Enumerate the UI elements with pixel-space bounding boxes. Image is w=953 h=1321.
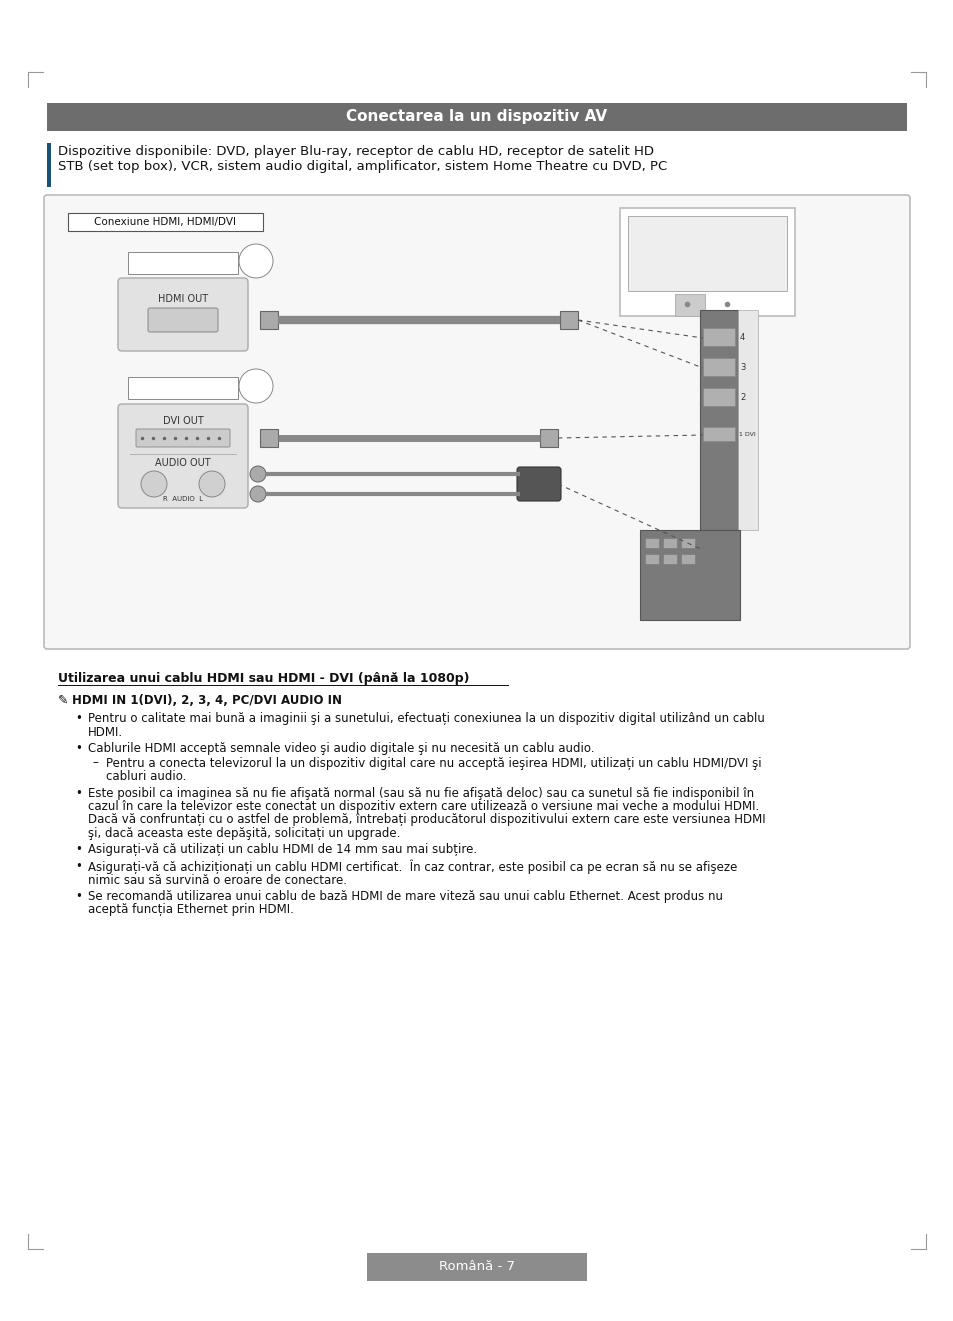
Text: Română - 7: Română - 7	[438, 1260, 515, 1273]
Text: 2: 2	[740, 394, 744, 403]
Text: •: •	[75, 742, 82, 756]
Bar	[627, 217, 786, 291]
Circle shape	[239, 369, 273, 403]
Text: AUDIO OUT: AUDIO OUT	[155, 458, 211, 468]
Text: aceptă funcția Ethernet prin HDMI.: aceptă funcția Ethernet prin HDMI.	[88, 904, 294, 917]
Bar	[644, 538, 659, 548]
FancyBboxPatch shape	[118, 404, 248, 509]
Text: HDMI.: HDMI.	[88, 725, 123, 738]
Text: Asigurați-vă că utilizați un cablu HDMI de 14 mm sau mai subțire.: Asigurați-vă că utilizați un cablu HDMI …	[88, 844, 476, 856]
Text: •: •	[75, 786, 82, 799]
Text: Pentru o calitate mai bună a imaginii şi a sunetului, efectuați conexiunea la un: Pentru o calitate mai bună a imaginii şi…	[88, 712, 764, 725]
Bar	[675, 295, 704, 316]
Text: şi, dacă aceasta este depăşită, solicitați un upgrade.: şi, dacă aceasta este depăşită, solicita…	[88, 827, 400, 840]
Text: Dacă vă confruntați cu o astfel de problemă, întrebați producătorul dispozitivul: Dacă vă confruntați cu o astfel de probl…	[88, 814, 765, 827]
Bar	[662, 538, 677, 548]
Bar	[702, 358, 734, 376]
Text: 3: 3	[740, 363, 744, 373]
Bar	[539, 429, 558, 446]
Text: Conexiune HDMI, HDMI/DVI: Conexiune HDMI, HDMI/DVI	[94, 217, 236, 227]
FancyBboxPatch shape	[136, 429, 230, 446]
Bar	[662, 553, 677, 564]
Text: Conectarea la un dispozitiv AV: Conectarea la un dispozitiv AV	[346, 110, 607, 124]
Circle shape	[239, 244, 273, 277]
Bar	[680, 538, 695, 548]
Text: Asigurați-vă că achiziționați un cablu HDMI certificat.  În caz contrar, este po: Asigurați-vă că achiziționați un cablu H…	[88, 860, 737, 875]
Text: nimic sau să survină o eroare de conectare.: nimic sau să survină o eroare de conecta…	[88, 873, 347, 886]
Text: HDMI OUT: HDMI OUT	[158, 295, 208, 304]
Circle shape	[250, 466, 266, 482]
Text: HDMI IN 1(DVI), 2, 3, 4, PC/DVI AUDIO IN: HDMI IN 1(DVI), 2, 3, 4, PC/DVI AUDIO IN	[71, 694, 341, 707]
Bar	[559, 310, 578, 329]
FancyBboxPatch shape	[148, 308, 218, 332]
Bar	[367, 1254, 586, 1281]
Text: Se recomandă utilizarea unui cablu de bază HDMI de mare viteză sau unui cablu Et: Se recomandă utilizarea unui cablu de ba…	[88, 890, 722, 904]
Text: •: •	[75, 712, 82, 725]
Bar	[128, 252, 237, 273]
Text: Cablurile HDMI acceptă semnale video şi audio digitale şi nu necesită un cablu a: Cablurile HDMI acceptă semnale video şi …	[88, 742, 594, 756]
Bar	[260, 429, 277, 446]
FancyBboxPatch shape	[118, 277, 248, 351]
Bar	[700, 310, 738, 530]
Bar	[680, 553, 695, 564]
Bar	[639, 530, 740, 620]
Text: STB (set top box), VCR, sistem audio digital, amplificator, sistem Home Theatre : STB (set top box), VCR, sistem audio dig…	[58, 160, 666, 173]
Bar	[47, 103, 906, 131]
Bar	[47, 143, 51, 188]
Text: cazul în care la televizor este conectat un dispozitiv extern care utilizează o : cazul în care la televizor este conectat…	[88, 801, 759, 812]
Text: Dispozitive disponibile: DVD, player Blu-ray, receptor de cablu HD, receptor de : Dispozitive disponibile: DVD, player Blu…	[58, 145, 654, 159]
Text: •: •	[75, 860, 82, 873]
Text: R  AUDIO  L: R AUDIO L	[163, 495, 203, 502]
Circle shape	[141, 472, 167, 497]
Text: Este posibil ca imaginea să nu fie afişată normal (sau să nu fie afişată deloc) : Este posibil ca imaginea să nu fie afişa…	[88, 786, 753, 799]
Text: DVI OUT: DVI OUT	[162, 416, 203, 425]
Text: •: •	[75, 844, 82, 856]
Text: Utilizarea unui cablu HDMI sau HDMI - DVI (până la 1080p): Utilizarea unui cablu HDMI sau HDMI - DV…	[58, 672, 469, 686]
Text: Pentru a conecta televizorul la un dispozitiv digital care nu acceptă ieşirea HD: Pentru a conecta televizorul la un dispo…	[106, 757, 760, 770]
Bar	[68, 213, 263, 231]
FancyBboxPatch shape	[44, 196, 909, 649]
Bar	[702, 427, 734, 441]
Bar	[644, 553, 659, 564]
Text: 4: 4	[740, 333, 744, 342]
Bar	[702, 328, 734, 346]
Bar	[702, 388, 734, 406]
Text: ✎: ✎	[58, 694, 69, 707]
Text: cabluri audio.: cabluri audio.	[106, 770, 186, 783]
Bar	[128, 376, 237, 399]
Bar	[260, 310, 277, 329]
Bar	[619, 207, 794, 316]
Text: –: –	[91, 757, 98, 770]
Circle shape	[250, 486, 266, 502]
Bar	[738, 310, 758, 530]
FancyBboxPatch shape	[517, 468, 560, 501]
Text: 1 DVI: 1 DVI	[739, 432, 755, 437]
Circle shape	[199, 472, 225, 497]
Text: •: •	[75, 890, 82, 904]
